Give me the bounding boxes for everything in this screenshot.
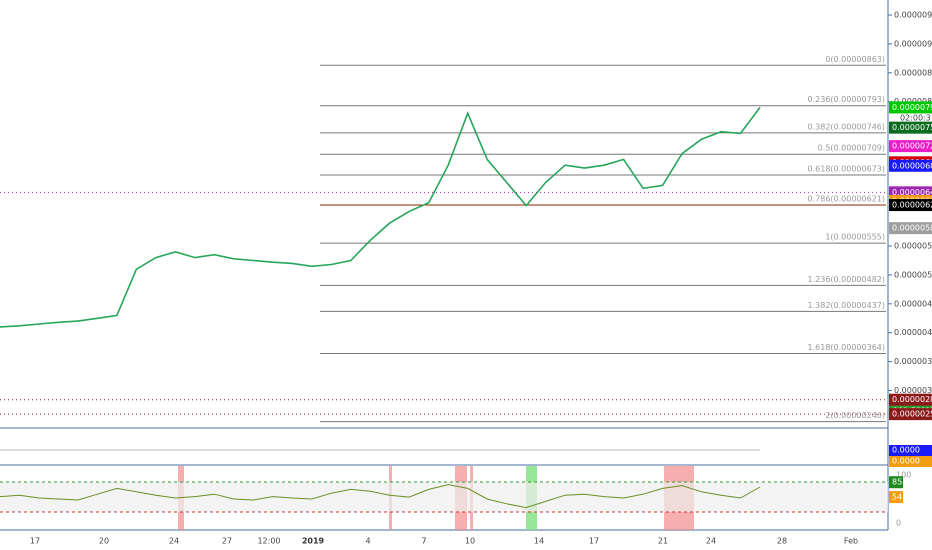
fib-label: 2(0.00000246) [825, 411, 885, 420]
macd-label-box [889, 456, 932, 467]
y-tick-label: 0.00000300 [894, 386, 932, 395]
rsi-marker-label: 85 [892, 478, 902, 487]
price-label-box [889, 222, 932, 235]
countdown: 02:00:31 [900, 114, 932, 123]
fib-label: 0.236(0.00000793) [808, 95, 886, 104]
y-tick-label: 0.00000450 [894, 299, 932, 308]
fib-label: 0(0.00000863) [825, 55, 885, 64]
price-label: 0.00000259 [892, 410, 932, 419]
price-label: 0.00000689 [892, 161, 932, 170]
y-tick-label: 0.00000500 [894, 270, 932, 279]
rsi-line [0, 484, 761, 509]
price-label: 0.00000643 [892, 188, 932, 197]
rsi-tick-label: 100 [896, 471, 911, 480]
price-label-box [889, 393, 932, 406]
x-tick-label: 24 [169, 537, 179, 546]
x-tick-label: 28 [777, 537, 787, 546]
rsi-marker-box [889, 476, 903, 489]
macd-label: 0.0000 [892, 457, 920, 466]
fib-label: 1.236(0.00000482) [808, 275, 886, 284]
y-tick-label: 0.00000900 [894, 39, 932, 48]
price-label: 0.00000790 [892, 103, 932, 112]
x-tick-label: 17 [589, 537, 599, 546]
fib-label: 1(0.00000555) [825, 233, 885, 242]
fib-label: 1.382(0.00000437) [808, 301, 886, 310]
price-label: 0.00000755 [892, 123, 932, 132]
x-tick-label: Feb [844, 537, 858, 546]
fib-label: 0.5(0.00000709) [818, 144, 885, 153]
x-tick-label: 12:00 [257, 537, 280, 546]
x-tick-label: 7 [421, 537, 426, 546]
price-label: 0.00000284 [892, 395, 932, 404]
x-tick-label: 2019 [302, 537, 325, 546]
price-label-box [889, 408, 932, 421]
macd-label: 0.0000 [892, 446, 920, 455]
rsi-marker-label: 54 [892, 493, 902, 502]
x-tick-label: 24 [706, 537, 716, 546]
price-label-box [889, 101, 932, 114]
y-tick-label: 0.00000950 [894, 11, 932, 20]
price-line [0, 106, 761, 328]
price-label-box [889, 121, 932, 134]
macd-label-box [889, 445, 932, 456]
price-label: 0.00000723 [892, 142, 932, 151]
x-tick-label: 14 [534, 537, 544, 546]
price-label-box [889, 140, 932, 153]
x-tick-label: 10 [465, 537, 475, 546]
price-label-box [889, 199, 932, 212]
x-tick-label: 21 [658, 537, 668, 546]
price-label: 0.00000581 [892, 224, 932, 233]
rsi-band [0, 482, 888, 512]
rsi-marker-box [889, 491, 903, 504]
fib-label: 0.786(0.00000621) [808, 195, 886, 204]
price-label: 0.00000621 [892, 201, 932, 210]
x-tick-label: 27 [222, 537, 232, 546]
price-label-box [889, 159, 932, 172]
x-tick-label: 4 [365, 537, 370, 546]
rsi-tick-label: 0 [896, 519, 901, 528]
x-tick-label: 17 [30, 537, 40, 546]
y-tick-label: 0.00000550 [894, 242, 932, 251]
fib-label: 0.382(0.00000746) [808, 122, 886, 131]
fib-label: 1.618(0.00000364) [808, 343, 886, 352]
x-tick-label: 20 [99, 537, 109, 546]
y-tick-label: 0.00000350 [894, 357, 932, 366]
y-tick-label: 0.00000850 [894, 68, 932, 77]
y-tick-label: 0.00000400 [894, 328, 932, 337]
fib-label: 0.618(0.00000673) [808, 165, 886, 174]
